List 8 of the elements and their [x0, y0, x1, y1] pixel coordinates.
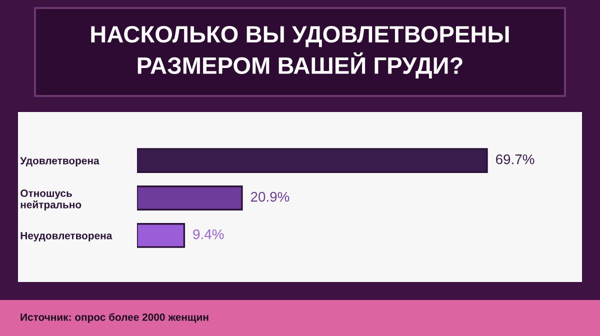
y-tick-label: Отношусь нейтрально [20, 190, 82, 210]
y-tick-label: Неудовлетворена [20, 232, 112, 242]
chart-title: НАСКОЛЬКО ВЫ УДОВЛЕТВОРЕНЫ РАЗМЕРОМ ВАШЕЙ ГРУДИ? [91, 26, 509, 78]
data-label: 9.4% [193, 229, 224, 240]
data-label: 20.9% [250, 192, 290, 202]
text: Источник: опрос более 2000 женщин [20, 313, 208, 323]
data-label: 69.7% [496, 154, 534, 164]
y-tick-label: Удовлетворена [20, 157, 100, 166]
